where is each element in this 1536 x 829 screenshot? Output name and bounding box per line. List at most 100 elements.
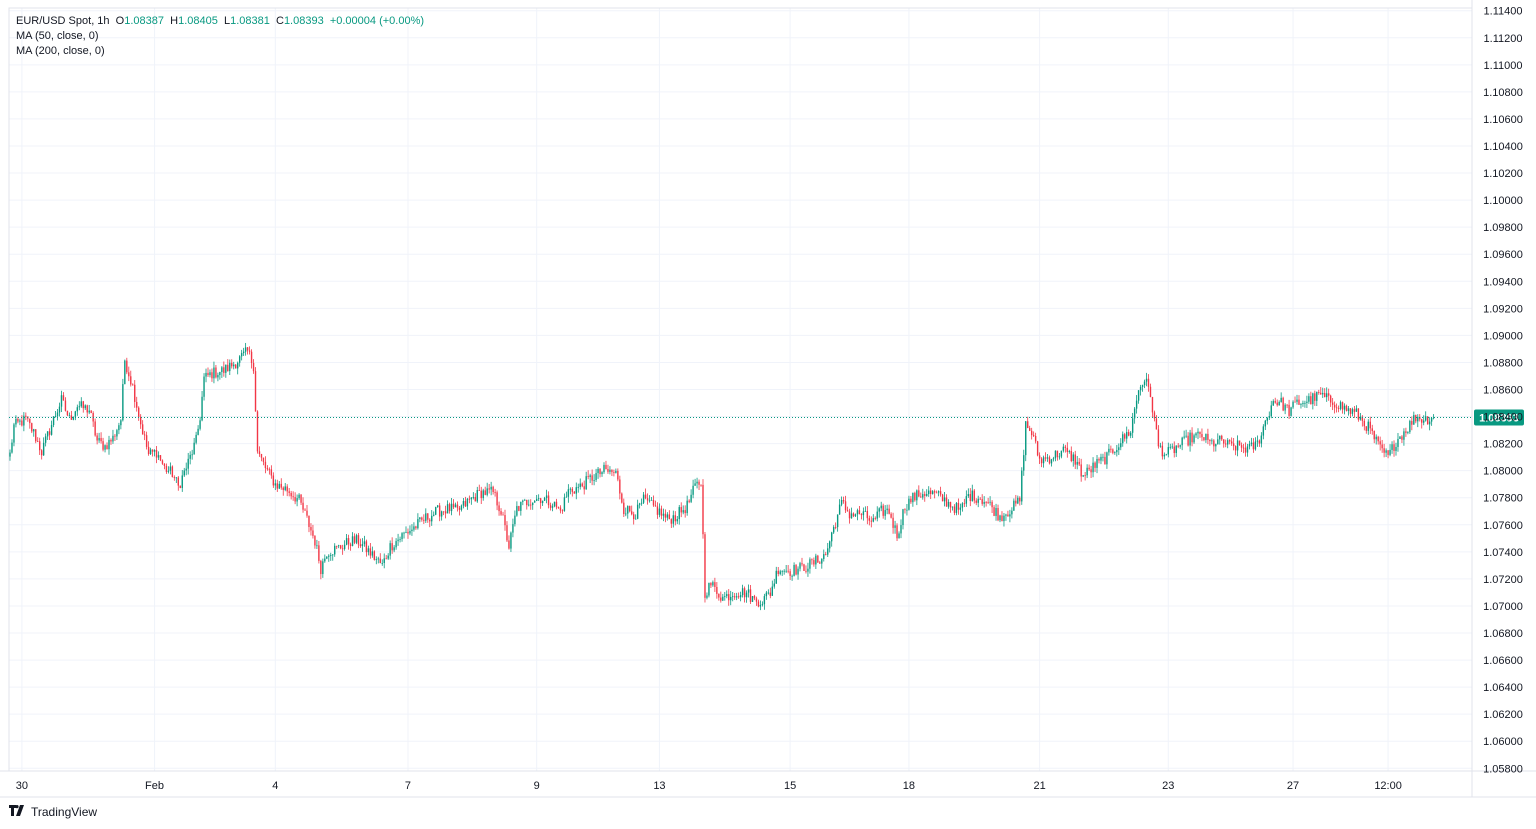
candle-body: [933, 491, 936, 493]
candle-body: [573, 491, 575, 494]
candle-body: [941, 494, 944, 502]
candle-body: [189, 454, 191, 459]
candle-body: [1335, 407, 1338, 409]
candle-body: [431, 515, 433, 522]
candle-body: [488, 488, 490, 490]
candle-body: [728, 594, 730, 601]
candle-body: [1213, 440, 1215, 447]
price-axis: 1.05800 1.06000 1.06200 1.06400 1.06600 1.068…: [1483, 6, 1523, 776]
candle-body: [310, 526, 312, 531]
candle-body: [1272, 401, 1274, 406]
candle-body: [1019, 497, 1021, 502]
x-tick-label: Feb: [145, 780, 164, 792]
candle-body: [1403, 431, 1405, 440]
candle-body: [1292, 401, 1294, 408]
candle-body: [235, 364, 237, 369]
candle-body: [429, 519, 431, 522]
candle-body: [1375, 436, 1377, 440]
candle-body: [1197, 431, 1199, 434]
candle-body: [751, 596, 754, 602]
candle-body: [1322, 392, 1324, 395]
candle-body: [300, 494, 302, 503]
candle-body: [995, 508, 997, 516]
candle-body: [1165, 454, 1168, 456]
candle-body: [260, 453, 263, 458]
candle-body: [1116, 450, 1118, 453]
candle-body: [1221, 435, 1223, 440]
candle-body: [1163, 454, 1166, 457]
candle-body: [256, 411, 259, 452]
candle-body: [664, 513, 667, 518]
candle-body: [910, 498, 912, 503]
y-tick-label: 1.07400: [1483, 547, 1523, 559]
candle-body: [1064, 446, 1067, 448]
candle-body: [438, 505, 441, 517]
candle-body: [795, 565, 797, 575]
candle-body: [31, 423, 33, 432]
candle-body: [1155, 418, 1158, 430]
candle-body: [545, 495, 548, 499]
y-tick-label: 1.08200: [1483, 439, 1523, 451]
candle-body: [1308, 396, 1310, 402]
y-tick-label: 1.09800: [1483, 222, 1523, 234]
candle-body: [120, 420, 122, 426]
candle-body: [1417, 416, 1419, 422]
x-tick-label: 30: [16, 780, 28, 792]
candle-body: [292, 496, 294, 498]
candle-body: [793, 565, 795, 576]
x-tick-label: 15: [784, 780, 796, 792]
candle-body: [324, 558, 326, 562]
candle-body: [878, 508, 880, 512]
candle-body: [1333, 404, 1336, 408]
legend-ma200[interactable]: MA (200, close, 0): [16, 45, 105, 57]
candle-body: [1129, 432, 1132, 436]
candle-body: [1203, 437, 1205, 441]
candle-body: [1393, 444, 1395, 451]
candle-body: [1407, 432, 1409, 433]
candle-body: [755, 598, 758, 602]
last-price-label: 1.08393: [1479, 413, 1519, 425]
candle-body: [435, 507, 437, 515]
candle-body: [720, 597, 722, 601]
candle-body: [104, 445, 106, 450]
candle-body: [801, 563, 803, 565]
candle-body: [29, 418, 31, 424]
legend-ma50[interactable]: MA (50, close, 0): [16, 30, 99, 42]
candle-body: [846, 510, 849, 512]
candle-body: [11, 442, 13, 453]
tradingview-logo[interactable]: TradingView: [9, 805, 97, 819]
candle-body: [549, 505, 552, 508]
candle-body: [337, 545, 340, 547]
candle-body: [1426, 416, 1429, 425]
candle-body: [282, 487, 284, 490]
candle-body: [444, 511, 447, 514]
candle-body: [264, 461, 267, 469]
candle-body: [1131, 418, 1134, 433]
candle-body: [1240, 445, 1243, 448]
candle-body: [850, 513, 853, 519]
high-value: 1.08405: [178, 15, 218, 27]
candle-body: [320, 560, 322, 575]
candle-body: [1371, 428, 1373, 431]
candle-body: [700, 484, 702, 486]
candle-body: [1108, 448, 1110, 453]
candle-body: [136, 401, 138, 408]
open-label: O: [115, 15, 125, 27]
candle-body: [328, 555, 330, 557]
chart-legend: EUR/USD Spot, 1h O1.08387 H1.08405 L1.08…: [16, 14, 424, 59]
candle-body: [454, 504, 457, 508]
candle-body: [229, 362, 231, 372]
candle-body: [900, 525, 902, 534]
candle-body: [1361, 416, 1364, 421]
candle-body: [462, 501, 465, 506]
candle-body: [791, 575, 793, 577]
candle-body: [634, 518, 637, 520]
candle-body: [1314, 393, 1316, 401]
candle-body: [199, 420, 201, 429]
candle-body: [1409, 421, 1411, 433]
candle-body: [710, 582, 712, 586]
candle-body: [1118, 447, 1120, 451]
candle-body: [532, 502, 534, 506]
candle-body: [1052, 458, 1055, 460]
candle-body: [939, 491, 942, 495]
